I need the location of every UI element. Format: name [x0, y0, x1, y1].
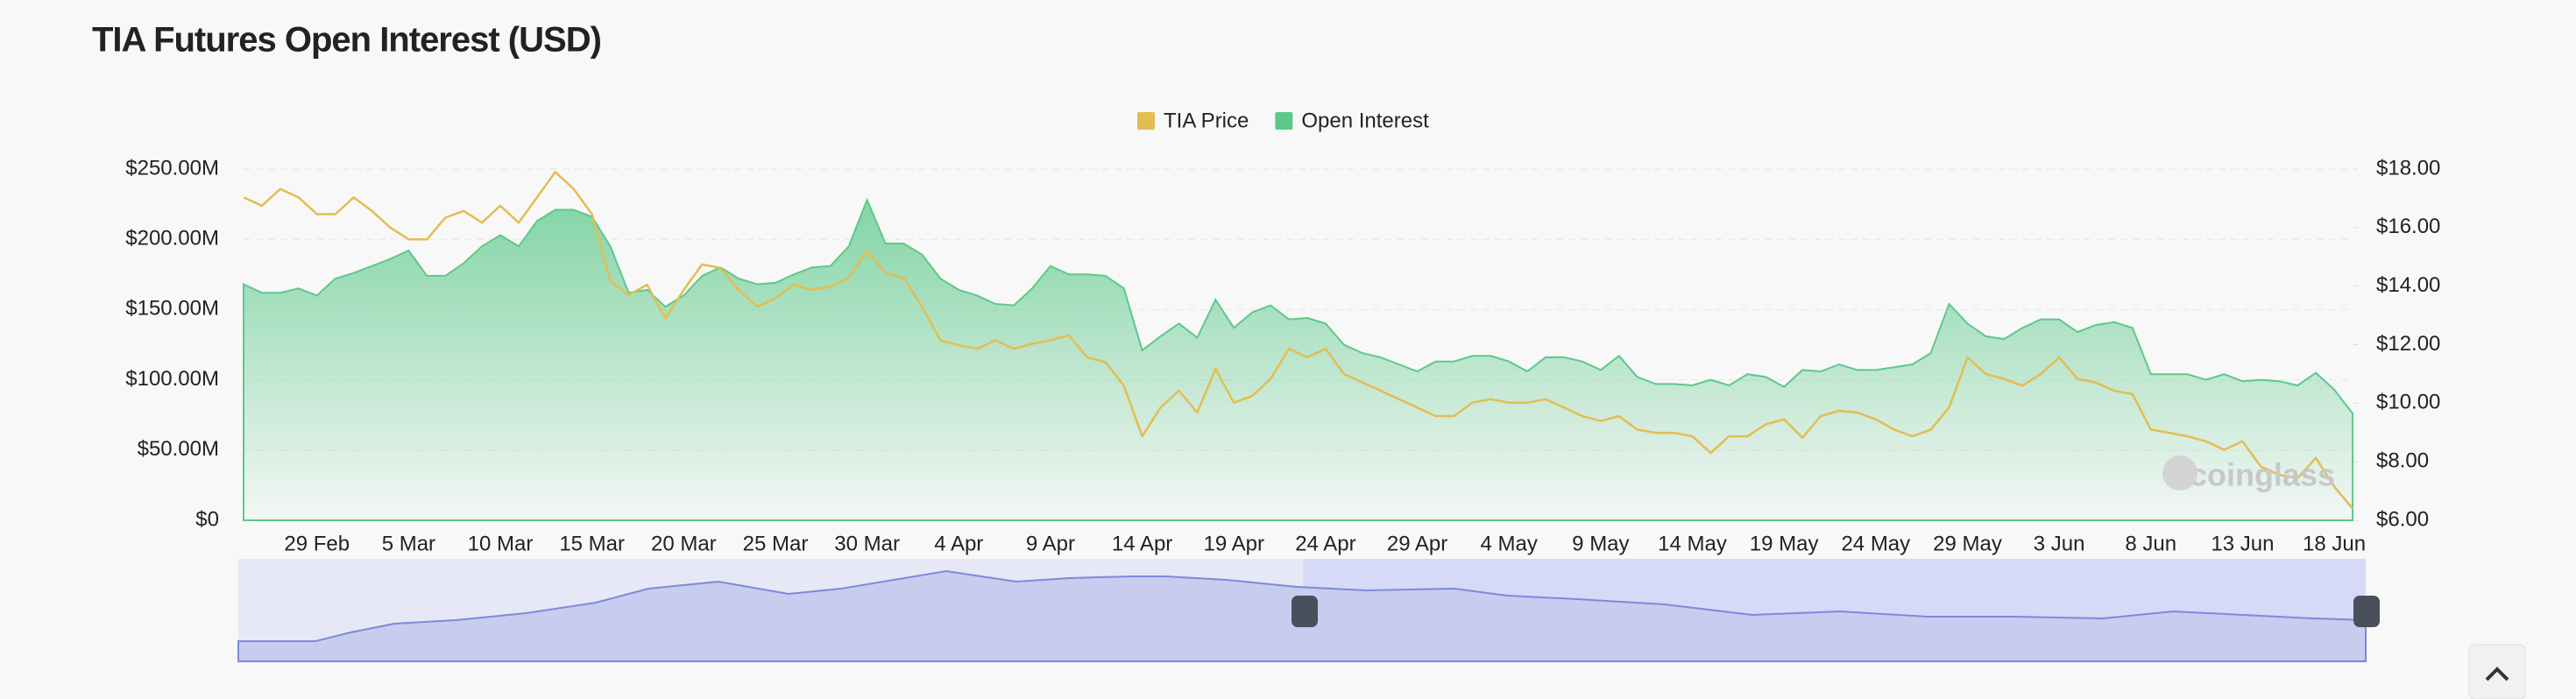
navigator	[237, 559, 2380, 662]
x-tick-label: 15 Mar	[559, 532, 625, 555]
price-line	[243, 171, 2353, 510]
x-tick-label: 10 Mar	[468, 532, 534, 555]
scroll-top-button[interactable]	[2468, 644, 2526, 699]
y2-tick-label: $14.00	[2376, 273, 2440, 297]
x-tick-label: 4 May	[1481, 532, 1538, 555]
x-tick-label: 18 Jun	[2303, 532, 2366, 555]
x-tick-label: 20 Mar	[651, 532, 717, 555]
navigator-handle[interactable]	[1292, 596, 1318, 627]
x-tick-label: 9 Apr	[1026, 532, 1075, 555]
y2-tick-label: $8.00	[2376, 449, 2429, 473]
legend-label: TIA Price	[1164, 109, 1249, 132]
y2-tick-label: $10.00	[2376, 391, 2440, 414]
x-tick-label: 29 May	[1933, 532, 2002, 555]
scroll-top-icon	[2485, 667, 2509, 681]
scroll-top-box[interactable]	[2468, 644, 2526, 699]
legend-item[interactable]: Open Interest	[1275, 109, 1429, 132]
x-tick-label: 13 Jun	[2211, 532, 2274, 555]
x-tick-label: 3 Jun	[2034, 532, 2085, 555]
y-tick-label: $50.00M	[138, 437, 219, 461]
x-tick-label: 9 May	[1572, 532, 1629, 555]
x-tick-label: 5 Mar	[382, 532, 435, 555]
y2-tick-label: $16.00	[2376, 215, 2440, 238]
x-tick-label: 8 Jun	[2125, 532, 2176, 555]
y-tick-label: $100.00M	[125, 367, 219, 391]
y-tick-label: $250.00M	[125, 156, 219, 180]
plot: $0 $50.00M $100.00M $150.00M $200.00M $250.00…	[125, 156, 2440, 555]
x-tick-label: 25 Mar	[743, 532, 809, 555]
oi-area	[243, 197, 2353, 521]
x-tick-label: 14 Apr	[1112, 532, 1172, 555]
x-tick-label: 30 Mar	[834, 532, 900, 555]
y2-tick-label: $12.00	[2376, 332, 2440, 356]
y2-tick-label: $18.00	[2376, 156, 2440, 180]
x-tick-label: 4 Apr	[934, 532, 983, 555]
legend-swatch	[1137, 112, 1155, 130]
x-tick-label: 14 May	[1658, 532, 1727, 555]
y-tick-label: $200.00M	[125, 227, 219, 251]
y-tick-label: $0	[195, 507, 219, 531]
watermark-logo	[2162, 455, 2197, 491]
navigator-handle[interactable]	[2353, 596, 2380, 627]
y2-tick-label: $6.00	[2376, 507, 2429, 531]
chart-title: TIA Futures Open Interest (USD)	[92, 21, 601, 60]
x-tick-label: 29 Feb	[284, 532, 350, 555]
legend-item[interactable]: TIA Price	[1137, 109, 1249, 132]
x-tick-label: 19 Apr	[1204, 532, 1264, 555]
watermark: coinglass	[2190, 457, 2335, 493]
x-tick-label: 24 Apr	[1295, 532, 1355, 555]
legend-label: Open Interest	[1301, 109, 1429, 132]
x-tick-label: 29 Apr	[1387, 532, 1447, 555]
x-tick-label: 24 May	[1841, 532, 1910, 555]
x-tick-label: 19 May	[1750, 532, 1819, 555]
legend-swatch	[1275, 112, 1293, 130]
y-tick-label: $150.00M	[125, 297, 219, 321]
